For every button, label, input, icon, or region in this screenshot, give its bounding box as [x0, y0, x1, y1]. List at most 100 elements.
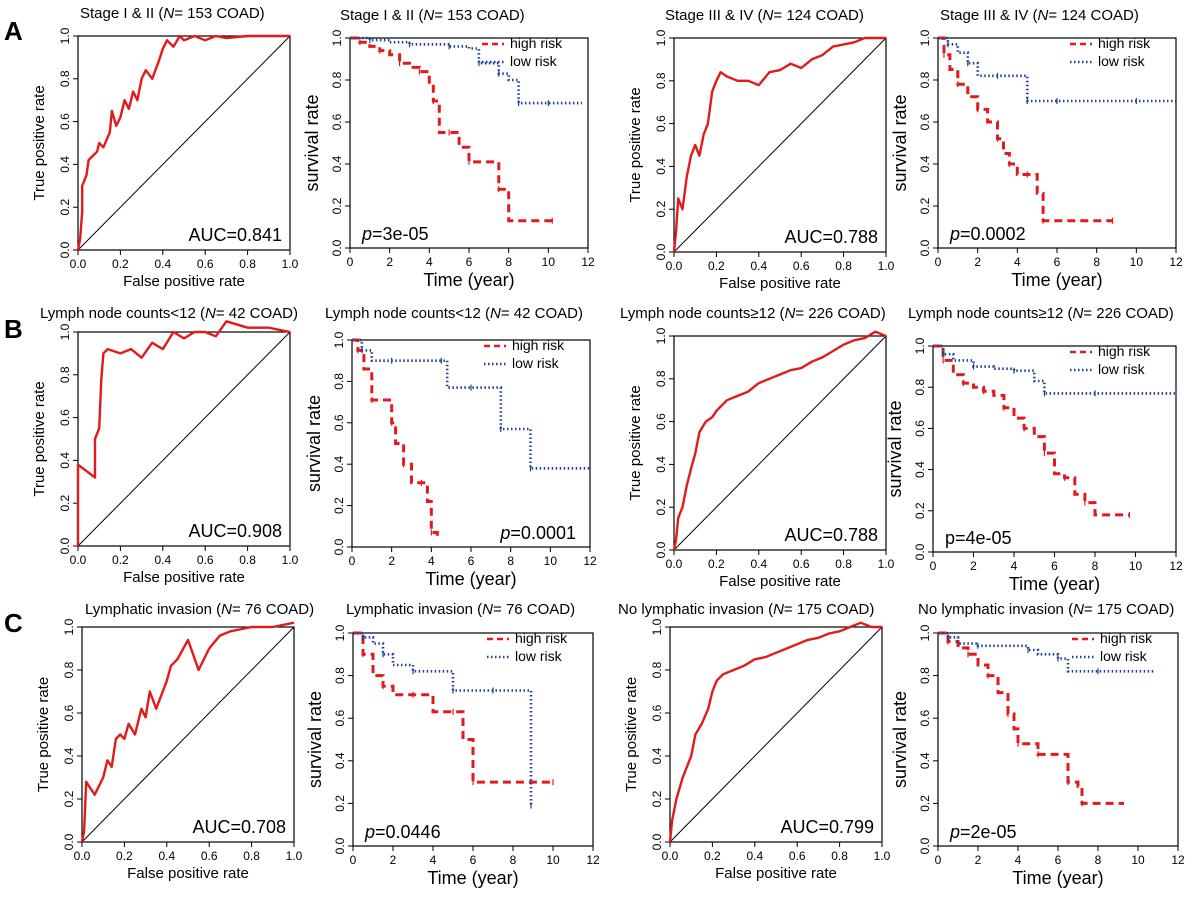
y-axis-label-p2: survival rate [302, 94, 322, 191]
chart-p9: Lymphatic invasion (N= 76 COAD) 0.0 0.2 0.4… [35, 601, 314, 882]
chart-title-p3: Stage III & IV (N= 124 COAD) [665, 7, 864, 24]
y-axis-label-p9: True positive rate [35, 677, 52, 792]
y-tick-label: 0.8 [62, 661, 76, 678]
y-tick-label: 0.0 [913, 543, 927, 560]
y-axis-label-p3: True positive rate [627, 87, 644, 202]
y-axis-label-p8: survival rate [885, 400, 905, 497]
x-tick-label: 0.4 [158, 849, 175, 863]
y-tick-label: 0.2 [918, 795, 932, 812]
x-tick-label: 0.6 [201, 849, 218, 863]
y-tick-label: 1.0 [62, 618, 76, 635]
x-tick-label: 4 [426, 255, 433, 269]
y-axis-label-p7: True positive rate [627, 385, 644, 500]
legend-label-high-risk: high risk [1100, 630, 1153, 646]
x-tick-label: 0.6 [197, 553, 214, 567]
x-axis-label-p7: False positive rate [719, 573, 841, 590]
auc-label-p9: AUC=0.708 [192, 817, 286, 837]
reference-diagonal [81, 626, 295, 843]
auc-label-p1: AUC=0.841 [188, 225, 282, 245]
x-tick-label: 8 [507, 554, 514, 568]
y-tick-label: 0.4 [58, 452, 72, 469]
roc-curve-p1 [76, 34, 290, 251]
x-axis-label-p8: Time (year) [1009, 574, 1100, 594]
x-tick-label: 6 [1054, 255, 1061, 269]
x-tick-label: 8 [505, 255, 512, 269]
x-axis-label-p11: False positive rate [715, 865, 837, 882]
x-tick-label: 12 [581, 255, 595, 269]
plot-frame-p12 [937, 632, 1179, 847]
y-tick-label: 0.0 [650, 833, 664, 850]
y-tick-label: 0.2 [654, 201, 668, 218]
x-tick-label: 12 [1171, 853, 1185, 867]
reference-diagonal [673, 37, 887, 253]
legend-label-high-risk: high risk [1098, 35, 1151, 51]
km-curve-high-risk-p8 [933, 344, 1130, 517]
x-axis-label-p1: False positive rate [123, 273, 245, 290]
p-value-label-p4: p=0.0002 [949, 224, 1026, 244]
x-tick-label: 8 [1095, 853, 1102, 867]
y-tick-label: 0.4 [330, 155, 344, 172]
x-tick-label: 1.0 [282, 553, 299, 567]
y-tick-label: 0.4 [918, 155, 932, 172]
roc-curve-p11 [668, 621, 882, 843]
y-tick-label: 0.0 [654, 541, 668, 558]
chart-title-p6: Lymph node counts<12 (N= 42 COAD) [325, 305, 583, 322]
y-tick-label: 0.8 [332, 373, 346, 390]
roc-curve-p7 [672, 330, 887, 551]
p-value-label-p10: p=0.0446 [364, 822, 441, 842]
y-tick-label: 1.0 [918, 29, 932, 46]
x-tick-label: 2 [970, 559, 977, 573]
x-tick-label: 0.2 [708, 557, 725, 571]
y-tick-label: 0.6 [650, 704, 664, 721]
x-tick-label: 0.4 [750, 557, 767, 571]
y-tick-label: 0.0 [654, 243, 668, 260]
y-axis-label-p11: True positive rate [623, 677, 640, 792]
x-tick-label: 0.0 [666, 259, 683, 273]
y-tick-label: 0.0 [332, 538, 346, 555]
y-tick-label: 1.0 [333, 624, 347, 641]
x-tick-label: 0 [935, 853, 942, 867]
panel-letter-b: B [4, 314, 23, 344]
x-tick-label: 0 [349, 554, 356, 568]
y-tick-label: 1.0 [913, 337, 927, 354]
y-tick-label: 0.2 [650, 790, 664, 807]
y-tick-label: 1.0 [58, 27, 72, 44]
y-tick-label: 1.0 [654, 327, 668, 344]
roc-curve-p5 [76, 320, 291, 546]
legend-label-high-risk: high risk [1098, 343, 1151, 359]
x-axis-label-p12: Time (year) [1012, 868, 1103, 888]
x-tick-label: 2 [390, 853, 397, 867]
legend-label-low-risk: low risk [512, 355, 560, 371]
plot-frame-p7 [673, 335, 887, 551]
x-tick-label: 0.0 [70, 553, 87, 567]
y-axis-label-p12: survival rate [890, 691, 910, 788]
y-tick-label: 0.2 [333, 795, 347, 812]
y-tick-label: 0.4 [918, 752, 932, 769]
x-tick-label: 10 [1130, 255, 1144, 269]
plot-frame-p5 [77, 331, 291, 547]
reference-diagonal [77, 331, 291, 547]
chart-p4: Stage III & IV (N= 124 COAD) 0 2 4 6 8 10 12 0.0… [890, 7, 1183, 290]
y-tick-label: 0.8 [58, 70, 72, 87]
chart-title-p11: No lymphatic invasion (N= 175 COAD) [618, 601, 874, 618]
x-tick-label: 12 [1169, 559, 1183, 573]
y-tick-label: 0.8 [654, 370, 668, 387]
km-curve-low-risk-p10 [353, 631, 533, 806]
km-curve-high-risk-p4 [938, 36, 1113, 223]
p-value-label-p8: p=4e-05 [945, 528, 1012, 548]
reference-diagonal [77, 35, 291, 251]
y-tick-label: 0.6 [332, 414, 346, 431]
x-tick-label: 1.0 [878, 259, 895, 273]
x-tick-label: 0.4 [750, 259, 767, 273]
chart-title-p10: Lymphatic invasion (N= 76 COAD) [346, 601, 575, 618]
y-tick-label: 1.0 [330, 29, 344, 46]
x-tick-label: 0.8 [239, 257, 256, 271]
chart-title-p5: Lymph node counts<12 (N= 42 COAD) [40, 305, 298, 322]
y-tick-label: 0.6 [913, 420, 927, 437]
x-tick-label: 2 [974, 255, 981, 269]
y-tick-label: 0.2 [330, 197, 344, 214]
x-tick-label: 1.0 [878, 557, 895, 571]
chart-p6: Lymph node counts<12 (N= 42 COAD) 0 2 4 6 8 10… [304, 305, 597, 589]
chart-p5: Lymph node counts<12 (N= 42 COAD) 0.0 0.2 0… [31, 305, 299, 586]
